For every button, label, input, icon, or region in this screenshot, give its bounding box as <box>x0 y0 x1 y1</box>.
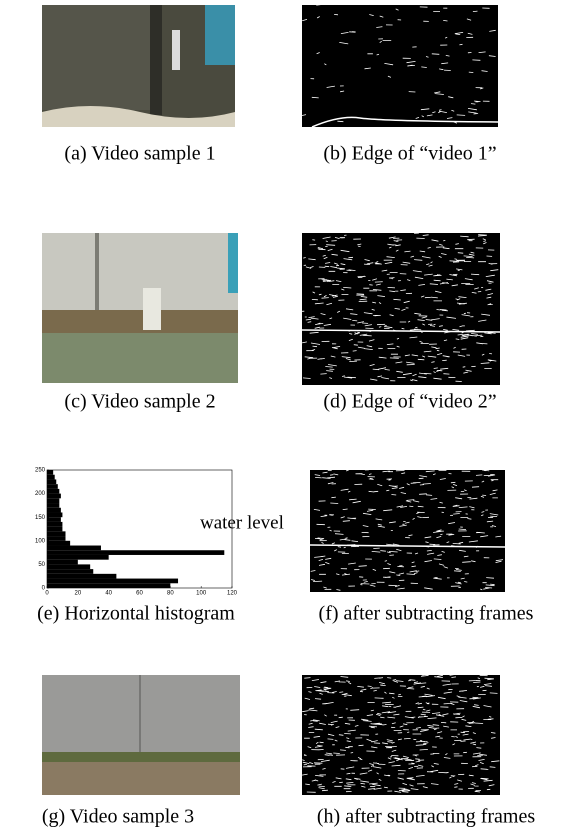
y-tick-label: 150 <box>35 515 46 521</box>
histogram-bar <box>47 494 61 499</box>
photo-c <box>42 233 238 383</box>
x-tick-label: 40 <box>105 591 112 597</box>
x-tick-label: 80 <box>167 591 174 597</box>
histogram-bar <box>47 536 66 541</box>
histogram-bar <box>47 560 78 565</box>
y-tick-label: 250 <box>35 468 46 474</box>
histogram-bar <box>47 498 59 503</box>
histogram-bar <box>47 574 116 579</box>
caption: (h) after subtracting frames <box>317 806 535 828</box>
annotation: water level <box>200 512 284 533</box>
x-tick-label: 0 <box>45 591 49 597</box>
histogram-bar <box>47 512 62 517</box>
histogram-bar <box>47 489 59 494</box>
caption: (d) Edge of “video 2” <box>323 391 496 413</box>
histogram-bar <box>47 564 90 569</box>
x-tick-label: 60 <box>136 591 143 597</box>
histogram-bar <box>47 484 58 489</box>
histogram-bar <box>47 479 56 484</box>
figure: (a) Video sample 1 (b) Edge of “video 1”… <box>0 0 564 830</box>
histogram-bar <box>47 555 109 560</box>
histogram-bar <box>47 546 101 551</box>
caption: (e) Horizontal histogram <box>37 603 235 625</box>
caption: (g) Video sample 3 <box>42 806 194 828</box>
x-tick-label: 100 <box>196 591 207 597</box>
caption: (f) after subtracting frames <box>319 603 534 625</box>
histogram-bar <box>47 550 224 555</box>
caption: (c) Video sample 2 <box>64 391 215 413</box>
histogram-bar <box>47 541 70 546</box>
page: {"panels": [ {"caption": "(a) Video samp… <box>0 0 564 830</box>
histogram-bar <box>47 569 93 574</box>
histogram-bar <box>47 475 55 480</box>
histogram-bar <box>47 527 62 532</box>
histogram-bar <box>47 531 66 536</box>
caption: (a) Video sample 1 <box>64 143 215 165</box>
y-tick-label: 50 <box>38 562 45 568</box>
histogram-bar <box>47 508 61 513</box>
histogram-bar <box>47 503 59 508</box>
y-tick-label: 100 <box>35 538 46 544</box>
histogram-bar <box>47 470 53 475</box>
caption: (b) Edge of “video 1” <box>323 143 496 165</box>
photo-a <box>42 5 235 127</box>
histogram-bar <box>47 579 178 584</box>
x-tick-label: 120 <box>227 591 238 597</box>
x-tick-label: 20 <box>74 591 81 597</box>
y-tick-label: 200 <box>35 491 46 497</box>
histogram-bar <box>47 517 61 522</box>
photo-g <box>42 675 240 795</box>
histogram-bar <box>47 522 62 527</box>
